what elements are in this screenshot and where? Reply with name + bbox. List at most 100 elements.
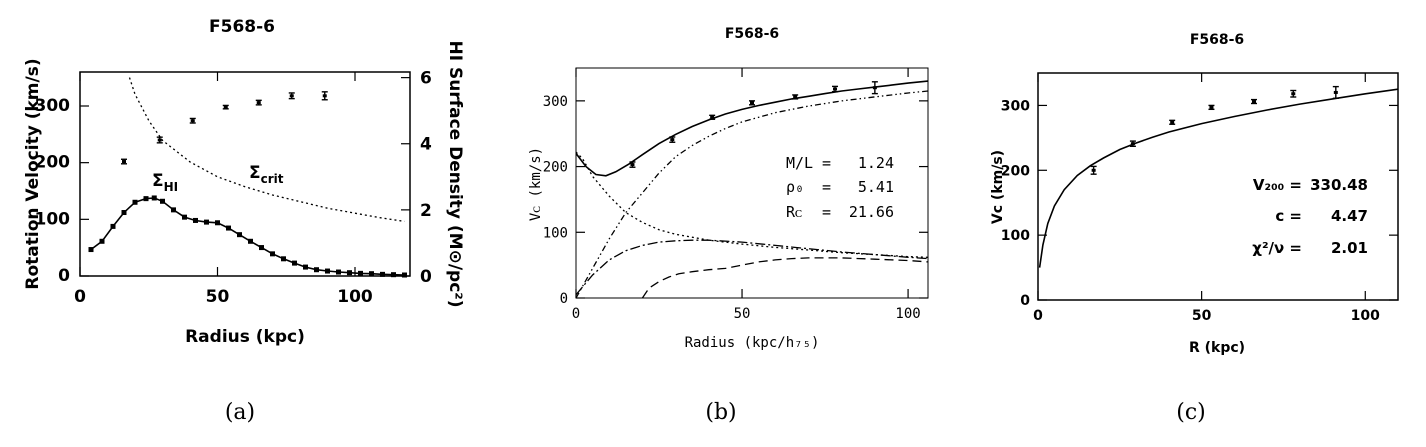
velocity-data-point <box>156 136 163 144</box>
x-tick-label: 50 <box>206 287 230 307</box>
param-value: 330.48 <box>1310 176 1368 194</box>
hi-density-marker <box>314 267 319 273</box>
hi-density-marker <box>88 247 94 253</box>
panel-a-y-axis-label: Rotation Velocity (km/s) <box>23 58 43 289</box>
x-tick-label: 100 <box>1351 308 1380 324</box>
panel-b-curves <box>576 80 928 298</box>
panel-c-x-ticks: 0 50 100 <box>1033 73 1380 324</box>
param-value: 21.66 <box>849 203 894 221</box>
param-value: 1.24 <box>858 154 894 172</box>
velocity-data-point <box>749 100 755 106</box>
panel-c-y-ticks: 0 100 200 300 <box>1001 98 1398 309</box>
param-label: ρ₀ <box>786 178 804 196</box>
hi-density-marker <box>215 220 220 226</box>
param-value: 2.01 <box>1331 239 1368 257</box>
panel-a-x-axis-label: Radius (kpc) <box>185 327 305 347</box>
hi-density-marker <box>391 272 396 278</box>
velocity-data-point <box>709 114 716 120</box>
panel-a-label: (a) <box>225 400 255 425</box>
y-tick-label: 100 <box>35 209 71 229</box>
y-tick-label: 0 <box>58 266 70 286</box>
hi-density-marker <box>281 256 286 262</box>
param-value: 5.41 <box>858 178 894 196</box>
y-tick-label: 0 <box>560 291 568 307</box>
panel-b-points <box>629 81 878 168</box>
hi-density-marker <box>292 260 297 266</box>
velocity-data-point <box>1251 98 1257 105</box>
hi-surface-density-curve <box>90 197 405 276</box>
right-tick-label: 4 <box>420 135 432 155</box>
velocity-data-point <box>1129 140 1136 147</box>
param-label: Rᴄ <box>786 203 802 221</box>
hi-density-marker <box>99 238 105 244</box>
panel-c-plot-frame <box>1037 72 1399 301</box>
panel-b: F568-6 0 50 100 0 100 200 300 Radius (kpc/h₇₅… <box>528 26 929 425</box>
param-label: M/L <box>786 154 813 172</box>
y-tick-label: 100 <box>1001 228 1030 244</box>
param-equals: = <box>822 178 831 196</box>
model-curve-long-dash-dot <box>576 239 928 296</box>
panel-b-label: (b) <box>705 400 736 425</box>
annotation-sigma-hi: ΣHI <box>152 171 178 194</box>
param-label: V₂₀₀ = <box>1253 176 1302 194</box>
hi-density-marker <box>204 219 209 225</box>
param-value: 4.47 <box>1331 207 1368 225</box>
velocity-data-point <box>1290 89 1297 98</box>
velocity-data-point <box>832 85 839 93</box>
model-curve-solid <box>576 80 928 177</box>
annotation-sigma-crit: Σcrit <box>249 163 284 186</box>
model-curve-dotted <box>576 151 928 258</box>
hi-density-marker <box>171 207 176 213</box>
hi-density-marker <box>303 264 308 270</box>
panel-a-points <box>88 91 407 278</box>
velocity-data-point <box>288 92 295 100</box>
hi-density-marker <box>226 225 231 231</box>
hi-density-marker <box>132 199 138 205</box>
hi-density-marker <box>121 210 127 216</box>
param-equals: = <box>822 203 831 221</box>
panel-a-plot-frame <box>79 71 411 277</box>
model-curve-dashed <box>641 257 928 298</box>
velocity-data-point <box>1090 165 1097 175</box>
right-tick-label: 0 <box>420 267 432 287</box>
critical-density-curve <box>128 77 405 223</box>
hi-density-marker <box>193 217 198 223</box>
panel-b-parameters: M/L 1.24 ρ₀ = 5.41 Rᴄ = 21.66 = <box>786 154 894 221</box>
velocity-data-point <box>222 104 229 110</box>
panel-c-label: (c) <box>1176 400 1206 425</box>
x-tick-label: 0 <box>74 287 86 307</box>
param-equals: = <box>822 154 831 172</box>
hi-density-marker <box>380 271 385 277</box>
x-tick-label: 100 <box>895 306 920 322</box>
velocity-data-point <box>255 99 262 106</box>
panel-c-title: F568-6 <box>1190 32 1244 48</box>
hi-density-marker <box>347 270 352 276</box>
y-tick-label: 300 <box>543 94 568 110</box>
velocity-data-point <box>321 91 328 101</box>
panel-a-y-ticks: 0 100 200 300 <box>35 96 89 286</box>
x-tick-label: 0 <box>1033 308 1043 324</box>
hi-density-marker <box>182 214 187 220</box>
y-tick-label: 300 <box>1001 98 1030 114</box>
panel-b-y-axis-label: Vᴄ (km/s) <box>528 147 544 221</box>
velocity-data-point <box>1332 85 1339 99</box>
panel-c-x-axis-label: R (kpc) <box>1189 340 1245 356</box>
panel-c-parameters: V₂₀₀ = 330.48 c = 4.47 χ²/ν = 2.01 <box>1252 176 1368 257</box>
right-tick-label: 6 <box>420 69 432 89</box>
panel-a-right-axis-label: HI Surface Density (M⊙/pc²) <box>445 40 465 307</box>
velocity-data-point <box>1208 104 1215 111</box>
velocity-data-point <box>792 94 799 100</box>
x-tick-label: 100 <box>337 287 373 307</box>
panel-b-y-ticks: 0 100 200 300 <box>543 94 928 307</box>
x-tick-label: 0 <box>572 306 580 322</box>
panel-b-plot-frame <box>575 67 929 299</box>
hi-density-marker <box>325 268 330 274</box>
velocity-data-point <box>669 136 676 143</box>
x-tick-label: 50 <box>734 306 751 322</box>
panel-a: F568-6 0 50 100 0 100 200 300 0 2 4 6 Radius (kp… <box>23 17 465 425</box>
hi-density-marker <box>160 198 165 204</box>
panel-a-right-ticks: 0 2 4 6 <box>401 69 432 287</box>
x-tick-label: 50 <box>1192 308 1212 324</box>
right-tick-label: 2 <box>420 201 432 221</box>
